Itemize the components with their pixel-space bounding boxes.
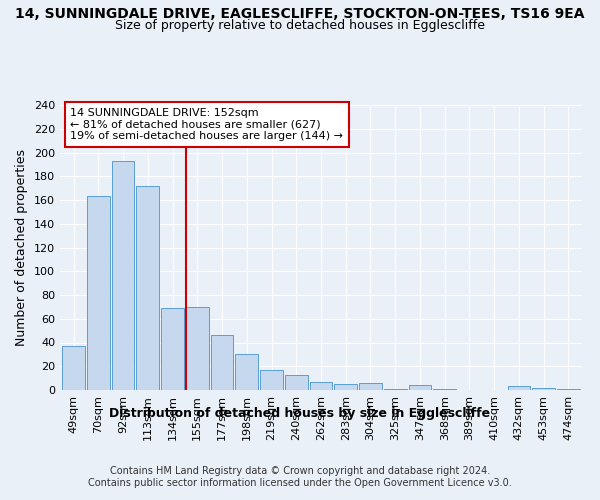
Bar [186,307,209,390]
Bar [532,388,555,390]
Bar [310,382,332,390]
Bar [384,389,407,390]
Bar [359,383,382,390]
Bar [557,389,580,390]
Text: 14 SUNNINGDALE DRIVE: 152sqm
← 81% of detached houses are smaller (627)
19% of s: 14 SUNNINGDALE DRIVE: 152sqm ← 81% of de… [70,108,343,141]
Text: Distribution of detached houses by size in Egglescliffe: Distribution of detached houses by size … [109,408,491,420]
Bar [508,386,530,390]
Bar [235,354,258,390]
Bar [87,196,110,390]
Bar [260,370,283,390]
Bar [334,384,357,390]
Y-axis label: Number of detached properties: Number of detached properties [16,149,28,346]
Bar [112,161,134,390]
Bar [211,336,233,390]
Bar [62,346,85,390]
Text: Contains HM Land Registry data © Crown copyright and database right 2024.
Contai: Contains HM Land Registry data © Crown c… [88,466,512,487]
Bar [409,385,431,390]
Bar [285,374,308,390]
Bar [136,186,159,390]
Bar [161,308,184,390]
Bar [433,389,456,390]
Text: Size of property relative to detached houses in Egglescliffe: Size of property relative to detached ho… [115,18,485,32]
Text: 14, SUNNINGDALE DRIVE, EAGLESCLIFFE, STOCKTON-ON-TEES, TS16 9EA: 14, SUNNINGDALE DRIVE, EAGLESCLIFFE, STO… [15,8,585,22]
